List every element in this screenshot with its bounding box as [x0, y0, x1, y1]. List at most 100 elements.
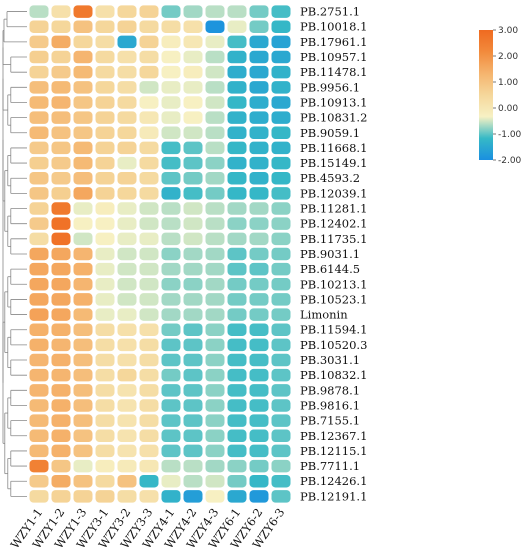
heatmap-cell [139, 96, 159, 109]
row-label: PB.9956.1 [300, 80, 360, 94]
row-label: Limonin [300, 308, 348, 322]
heatmap-cell [183, 232, 203, 246]
heatmap-cell [271, 35, 291, 49]
heatmap-cell [95, 384, 115, 397]
heatmap-cell [183, 384, 203, 397]
heatmap-cell [29, 232, 49, 246]
heatmap-cell [29, 278, 49, 291]
heatmap-cell [51, 353, 71, 367]
heatmap-cell [51, 96, 71, 109]
heatmap-cell [271, 429, 291, 443]
heatmap-cell [139, 278, 159, 291]
heatmap-cell [227, 308, 247, 321]
heatmap-cell [139, 353, 159, 367]
heatmap-cell [183, 35, 203, 49]
heatmap-cell [73, 96, 93, 109]
heatmap-cell [249, 429, 269, 443]
heatmap-cell [227, 35, 247, 49]
heatmap-cell [205, 368, 225, 382]
heatmap-cell [51, 384, 71, 397]
heatmap-cell [161, 368, 181, 382]
heatmap-cell [95, 444, 115, 458]
heatmap-cell [117, 429, 137, 443]
heatmap-cell [139, 444, 159, 458]
heatmap-cell [205, 278, 225, 291]
heatmap-cell [117, 308, 137, 321]
heatmap-cell [95, 65, 115, 79]
heatmap-cell [95, 202, 115, 215]
heatmap-cell [51, 156, 71, 170]
heatmap-cell [205, 217, 225, 230]
heatmap-cell [117, 171, 137, 185]
heatmap-cell [271, 171, 291, 185]
heatmap-cell [205, 81, 225, 94]
heatmap-cell [161, 444, 181, 458]
row-label: PB.10831.2 [300, 111, 367, 125]
row-label: PB.10520.3 [300, 338, 367, 352]
heatmap-cell [95, 262, 115, 276]
heatmap-cell [51, 126, 71, 140]
heatmap-cell [271, 141, 291, 155]
heatmap-cell [205, 35, 225, 49]
heatmap-cell [117, 338, 137, 352]
heatmap-cell [117, 474, 137, 488]
heatmap-cell [271, 414, 291, 427]
heatmap-cell [29, 111, 49, 124]
heatmap-cell [271, 368, 291, 382]
heatmap-cell [249, 293, 269, 306]
heatmap-cell [161, 323, 181, 336]
row-label: PB.3031.1 [300, 353, 360, 367]
row-label: PB.12402.1 [300, 217, 367, 231]
heatmap-cell [183, 50, 203, 64]
row-label: PB.10018.1 [300, 20, 367, 34]
heatmap-cell [117, 353, 137, 367]
heatmap-cell [249, 50, 269, 64]
heatmap-cell [95, 308, 115, 321]
heatmap-cell [117, 384, 137, 397]
heatmap-cell [29, 187, 49, 200]
heatmap-cell [73, 81, 93, 94]
heatmap-cell [271, 187, 291, 200]
heatmap-cell [161, 20, 181, 33]
heatmap-cell [161, 474, 181, 488]
heatmap-cell [183, 65, 203, 79]
heatmap-cell [271, 459, 291, 473]
heatmap-cell [29, 262, 49, 276]
heatmap-cell [249, 81, 269, 94]
heatmap-cell [73, 141, 93, 155]
heatmap-cell [161, 81, 181, 94]
heatmap-cell [29, 323, 49, 336]
heatmap-cell [183, 111, 203, 124]
heatmap-cell [29, 96, 49, 109]
heatmap-cell [29, 429, 49, 443]
heatmap-cell [183, 293, 203, 306]
heatmap-cell [271, 202, 291, 215]
heatmap-cell [271, 247, 291, 261]
heatmap-cell [117, 278, 137, 291]
heatmap-cell [271, 323, 291, 336]
heatmap-cell [271, 126, 291, 140]
heatmap-cell [139, 368, 159, 382]
heatmap-cell [205, 353, 225, 367]
heatmap-cell [73, 323, 93, 336]
heatmap-cell [139, 141, 159, 155]
heatmap-cell [249, 384, 269, 397]
heatmap-cell [183, 81, 203, 94]
heatmap-cells [29, 5, 291, 503]
colorbar-tick-label: 2.00 [498, 52, 518, 62]
heatmap-cell [227, 187, 247, 200]
heatmap-cell [117, 202, 137, 215]
heatmap-cell [139, 232, 159, 246]
heatmap-cell [73, 293, 93, 306]
heatmap-cell [95, 96, 115, 109]
heatmap-cell [161, 490, 181, 503]
heatmap-cell [183, 126, 203, 140]
row-label: PB.7711.1 [300, 459, 360, 473]
heatmap-cell [139, 202, 159, 215]
heatmap-cell [51, 278, 71, 291]
heatmap-cell [95, 20, 115, 33]
heatmap-cell [51, 247, 71, 261]
heatmap-cell [29, 5, 49, 18]
heatmap-cell [139, 490, 159, 503]
